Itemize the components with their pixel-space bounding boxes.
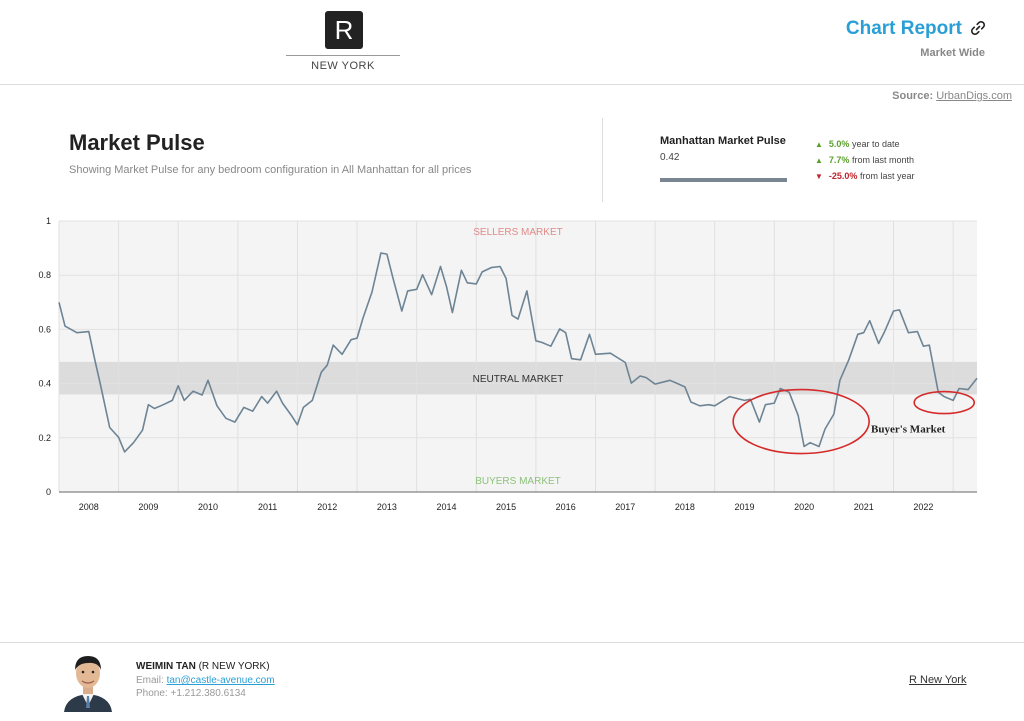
source-label: Source:	[892, 90, 934, 102]
arrow-down-icon: ▼	[815, 172, 823, 181]
stat-text: year to date	[851, 139, 900, 149]
sellers-market-label: SELLERS MARKET	[473, 227, 562, 238]
buyers-market-circle-2022	[913, 390, 976, 415]
stat-text: from last month	[851, 155, 914, 165]
logo-city-label: NEW YORK	[311, 60, 375, 72]
x-tick-label: 2022	[913, 502, 933, 512]
x-tick-label: 2021	[854, 502, 874, 512]
stat-value: -25.0%	[828, 171, 858, 181]
neutral-band	[59, 361, 977, 395]
stat-value: 7.7%	[828, 155, 850, 165]
agent-brokerage: (R NEW YORK)	[198, 661, 270, 672]
email-label: Email:	[136, 675, 164, 686]
report-subtitle: Market Wide	[920, 47, 985, 59]
source-line: Source: UrbanDigs.com	[892, 90, 1012, 102]
x-tick-label: 2009	[138, 502, 158, 512]
buyers-market-annotation: Buyer's Market	[871, 424, 946, 436]
x-tick-label: 2011	[258, 502, 277, 512]
agent-email: Email: tan@castle-avenue.com	[136, 675, 275, 686]
x-tick-label: 2020	[794, 502, 814, 512]
pulse-bar	[660, 178, 787, 182]
x-tick-label: 2017	[615, 502, 635, 512]
pulse-label: Manhattan Market Pulse	[660, 135, 786, 147]
brand-logo: R	[325, 11, 363, 49]
source-link[interactable]: UrbanDigs.com	[936, 90, 1012, 102]
arrow-up-icon: ▲	[815, 140, 823, 149]
arrow-up-icon: ▲	[815, 156, 823, 165]
brand-website-link[interactable]: R New York	[909, 674, 967, 686]
link-icon[interactable]	[970, 20, 986, 36]
x-tick-label: 2012	[317, 502, 337, 512]
pulse-value: 0.42	[660, 152, 680, 163]
y-tick-label: 0.6	[38, 324, 51, 334]
buyers-market-label: BUYERS MARKET	[475, 476, 561, 487]
logo-divider	[286, 55, 400, 56]
y-tick-label: 0.2	[38, 433, 51, 443]
stat-value: 5.0%	[828, 139, 850, 149]
report-title[interactable]: Chart Report	[845, 18, 962, 39]
header-divider	[0, 84, 1024, 85]
y-tick-label: 0	[46, 487, 51, 497]
page-title: Market Pulse	[69, 130, 205, 155]
x-tick-label: 2010	[198, 502, 218, 512]
stat-year: ▼ -25.0% from last year	[815, 171, 914, 181]
y-tick-label: 1	[46, 216, 51, 226]
x-tick-label: 2019	[735, 502, 755, 512]
summary-divider	[602, 118, 603, 202]
x-tick-label: 2016	[556, 502, 576, 512]
agent-name-text: WEIMIN TAN	[136, 661, 196, 672]
email-link[interactable]: tan@castle-avenue.com	[166, 675, 275, 686]
page-description: Showing Market Pulse for any bedroom con…	[69, 164, 472, 176]
neutral-market-label: NEUTRAL MARKET	[473, 374, 564, 385]
plot-background	[59, 221, 977, 492]
stat-text: from last year	[859, 171, 915, 181]
stat-ytd: ▲ 5.0% year to date	[815, 139, 899, 149]
y-tick-label: 0.4	[38, 379, 51, 389]
agent-avatar	[64, 656, 112, 712]
y-tick-label: 0.8	[38, 270, 51, 280]
x-tick-label: 2008	[79, 502, 99, 512]
x-tick-label: 2015	[496, 502, 516, 512]
footer-divider	[0, 642, 1024, 643]
market-pulse-chart: 2008 2009 2010 2011 2012 2013 2014 2015 2016 2017…	[38, 216, 978, 512]
agent-phone: Phone: +1.212.380.6134	[136, 688, 246, 699]
buyers-market-circle-2020	[732, 388, 870, 455]
x-tick-label: 2013	[377, 502, 397, 512]
pulse-series-line	[58, 252, 978, 453]
x-tick-label: 2014	[436, 502, 456, 512]
x-tick-label: 2018	[675, 502, 695, 512]
stat-month: ▲ 7.7% from last month	[815, 155, 914, 165]
agent-name: WEIMIN TAN (R NEW YORK)	[136, 661, 270, 672]
